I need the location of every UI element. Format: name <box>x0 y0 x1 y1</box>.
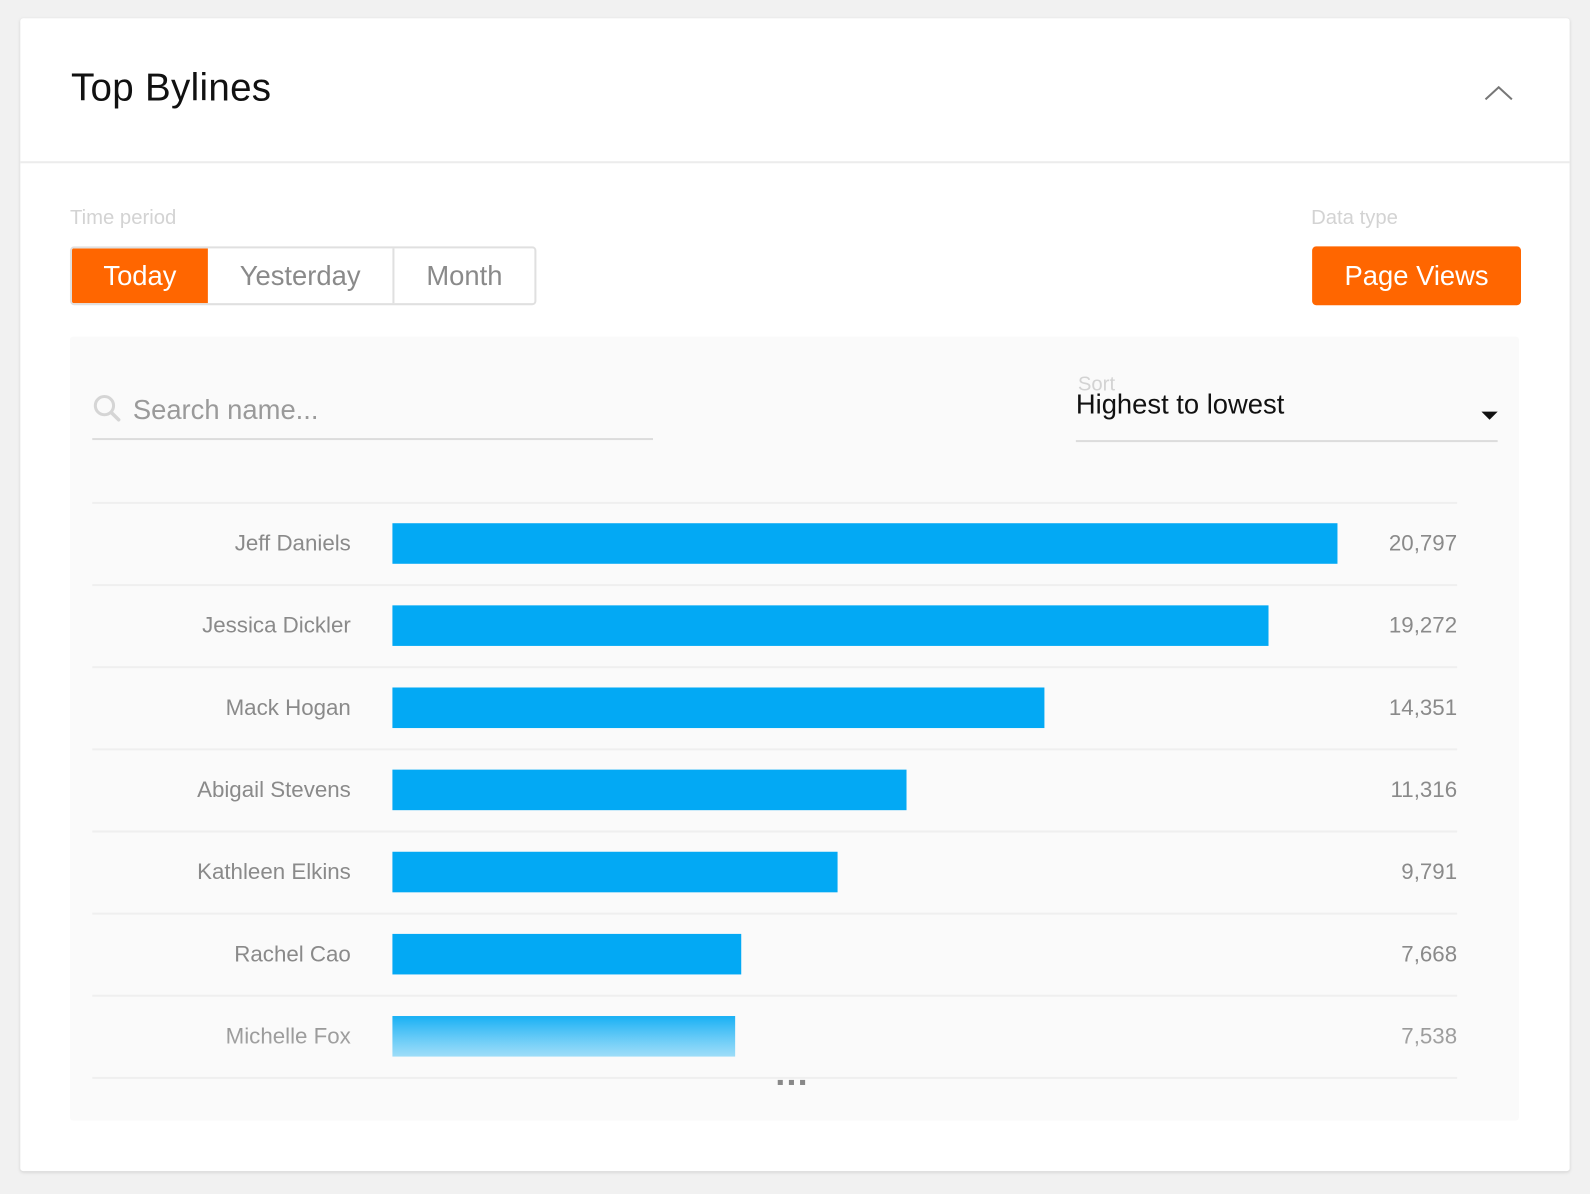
dot <box>777 1079 783 1085</box>
byline-row[interactable]: Kathleen Elkins 9,791 <box>92 830 1457 912</box>
byline-value: 7,538 <box>1401 1023 1458 1049</box>
chevron-up-icon[interactable] <box>1480 79 1517 107</box>
dropdown-caret-icon <box>1481 411 1498 420</box>
byline-name: Kathleen Elkins <box>197 858 351 885</box>
bylines-panel: Sort Highest to lowest Jeff Daniels 20,7… <box>69 336 1519 1121</box>
byline-row[interactable]: Abigail Stevens 11,316 <box>92 748 1457 830</box>
more-indicator[interactable] <box>777 1079 806 1085</box>
sort-value: Highest to lowest <box>1075 389 1285 420</box>
byline-row[interactable]: Jeff Daniels 20,797 <box>92 501 1458 584</box>
byline-value: 7,668 <box>1401 940 1458 967</box>
byline-bar <box>392 1016 735 1057</box>
byline-row[interactable]: Rachel Cao 7,668 <box>92 912 1458 995</box>
byline-name: Rachel Cao <box>234 940 351 967</box>
byline-value: 20,797 <box>1388 530 1458 556</box>
sort-dropdown[interactable]: Highest to lowest <box>1075 387 1498 443</box>
byline-bar <box>392 769 907 811</box>
byline-row[interactable]: Jessica Dickler 19,272 <box>92 584 1457 666</box>
bylines-chart: Jeff Daniels 20,797 Jessica Dickler 19,27… <box>92 501 1458 1079</box>
byline-bar <box>392 933 741 975</box>
search-icon <box>93 394 121 422</box>
byline-bar <box>392 523 1338 564</box>
data-type-page-views-button[interactable]: Page Views <box>1312 246 1522 306</box>
time-period-yesterday-button[interactable]: Yesterday <box>208 248 395 304</box>
byline-bar <box>392 687 1045 729</box>
card-title: Top Bylines <box>70 66 272 110</box>
dot <box>788 1079 794 1085</box>
data-type-label: Data type <box>1311 206 1398 230</box>
byline-bar <box>392 605 1269 646</box>
byline-name: Jeff Daniels <box>234 530 351 556</box>
top-bylines-card: Top Bylines Time period Today Yesterday … <box>20 18 1570 1172</box>
byline-bar <box>392 851 838 893</box>
time-period-month-button[interactable]: Month <box>426 260 503 291</box>
search-input[interactable] <box>132 387 640 432</box>
byline-name: Jessica Dickler <box>202 612 351 638</box>
row-divider <box>92 1076 1458 1079</box>
time-period-selector: Today Yesterday Month <box>69 246 537 306</box>
sort-label: Sort <box>1077 373 1116 396</box>
byline-value: 9,791 <box>1401 858 1458 885</box>
byline-value: 19,272 <box>1388 612 1458 638</box>
byline-value: 11,316 <box>1390 776 1458 803</box>
header-divider <box>20 161 1570 164</box>
byline-name: Mack Hogan <box>225 694 351 720</box>
byline-row[interactable]: Michelle Fox 7,538 <box>92 994 1458 1077</box>
byline-value: 14,351 <box>1388 694 1458 720</box>
time-period-label: Time period <box>69 206 177 230</box>
dot <box>800 1079 806 1085</box>
byline-name: Abigail Stevens <box>197 776 351 803</box>
byline-row[interactable]: Mack Hogan 14,351 <box>92 666 1457 748</box>
search-field <box>92 387 654 441</box>
time-period-today-button[interactable]: Today <box>71 248 208 304</box>
byline-name: Michelle Fox <box>225 1023 351 1049</box>
